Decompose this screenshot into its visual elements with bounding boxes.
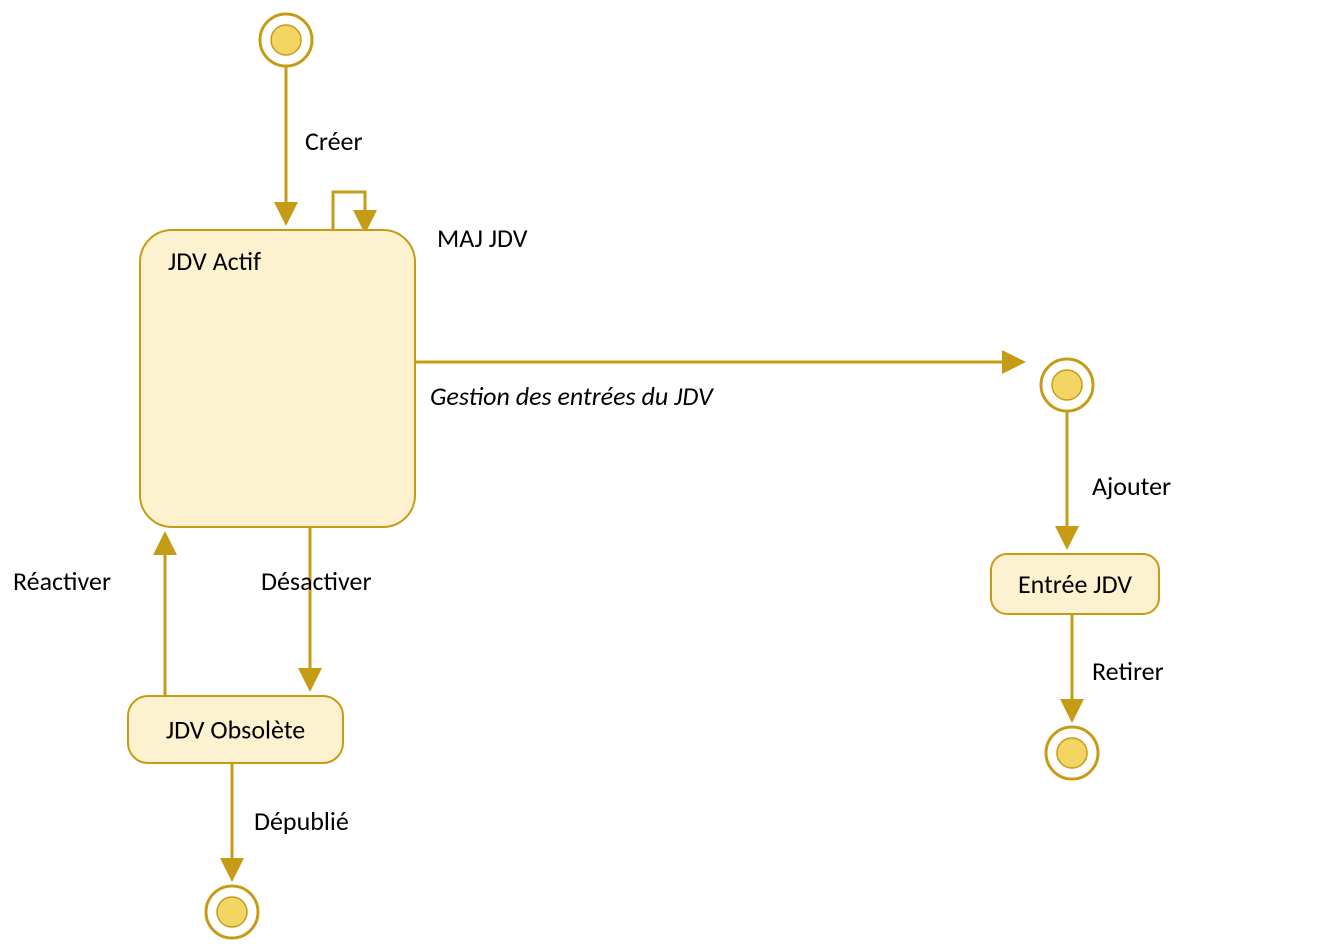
state-jdv-actif-label: JDV Actif <box>168 245 261 277</box>
pseudostate-end-entries <box>1046 727 1098 779</box>
state-diagram: JDV Actif JDV Obsolète Entrée JDV Créer … <box>0 0 1323 947</box>
state-jdv-actif: JDV Actif <box>140 230 415 527</box>
pseudostate-start-main <box>260 14 312 66</box>
label-desactiver: Désactiver <box>261 565 372 597</box>
state-entree-jdv-label: Entrée JDV <box>1018 568 1132 600</box>
label-maj-jdv: MAJ JDV <box>437 222 528 254</box>
state-jdv-obsolete-label: JDV Obsolète <box>166 714 305 746</box>
state-jdv-obsolete: JDV Obsolète <box>128 696 343 763</box>
state-entree-jdv: Entrée JDV <box>991 554 1159 614</box>
start-entries-dot-icon <box>1052 370 1082 400</box>
label-creer: Créer <box>305 125 363 157</box>
end-entries-dot-icon <box>1057 738 1087 768</box>
label-depublie: Dépublié <box>254 805 349 837</box>
start-main-dot-icon <box>271 25 301 55</box>
pseudostate-start-entries <box>1041 359 1093 411</box>
pseudostate-end-main <box>206 886 258 938</box>
end-main-dot-icon <box>217 897 247 927</box>
edge-self-maj <box>333 192 365 230</box>
label-retirer: Retirer <box>1092 655 1164 687</box>
label-ajouter: Ajouter <box>1092 470 1171 502</box>
label-gestion: Gestion des entrées du JDV <box>430 380 715 412</box>
label-reactiver: Réactiver <box>13 565 111 597</box>
